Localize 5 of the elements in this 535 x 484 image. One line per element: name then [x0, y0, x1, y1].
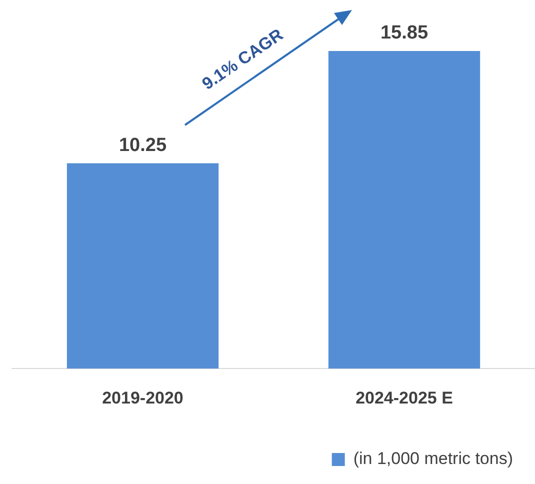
x-tick-label: 2024-2025 E — [356, 388, 453, 408]
legend-label: (in 1,000 metric tons) — [353, 449, 514, 468]
data-label: 10.25 — [118, 134, 167, 156]
data-label: 15.85 — [380, 22, 428, 44]
x-tick-label: 2019-2020 — [102, 388, 184, 408]
